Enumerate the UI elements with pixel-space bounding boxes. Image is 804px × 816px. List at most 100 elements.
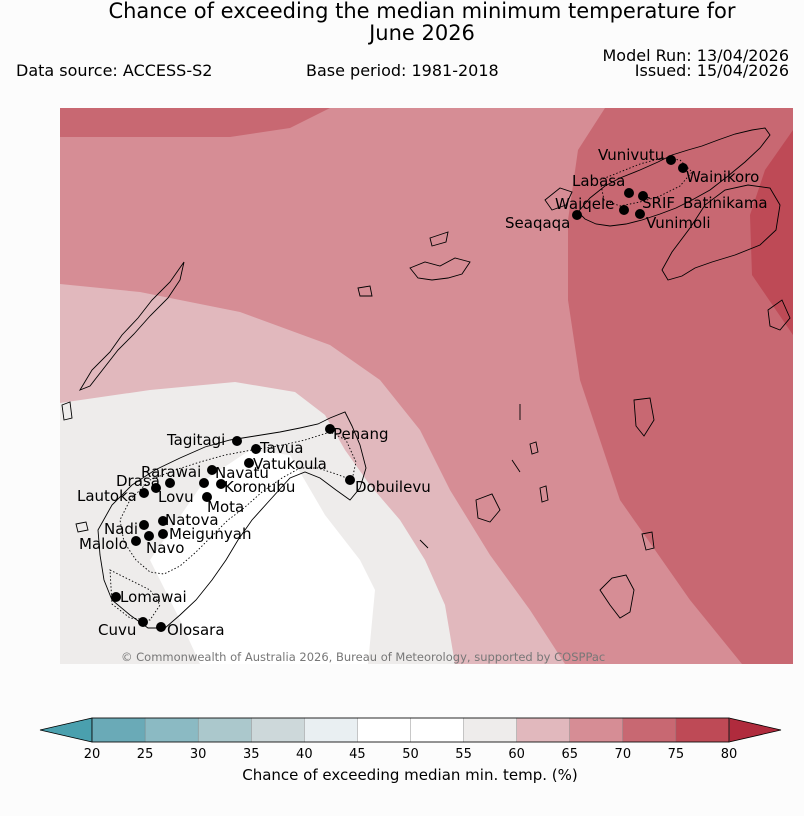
marker-drasa[interactable] bbox=[165, 478, 175, 488]
marker-lomawai[interactable] bbox=[111, 592, 121, 602]
label-navatu: Navatu bbox=[215, 464, 269, 482]
label-meigunyah: Meigunyah bbox=[169, 525, 251, 543]
boundary-viti-levu-southwest bbox=[109, 569, 161, 621]
label-tavua: Tavua bbox=[259, 439, 303, 457]
colorbar-tick-label: 70 bbox=[615, 747, 632, 762]
label-natova: Natova bbox=[165, 511, 219, 529]
colorbar-label: Chance of exceeding median min. temp. (%… bbox=[242, 766, 578, 784]
coastlines bbox=[61, 127, 791, 629]
label-koronubu: Koronubu bbox=[224, 478, 295, 496]
colorbar-tick-label: 65 bbox=[561, 747, 578, 762]
coast-vanua-levu bbox=[577, 127, 771, 227]
marker-tagitagi[interactable] bbox=[232, 436, 242, 446]
coast-islet-mid bbox=[357, 285, 373, 297]
marker-rarawai[interactable] bbox=[207, 465, 217, 475]
label-seaqaqa: Seaqaqa bbox=[505, 214, 570, 232]
label-lovu: Lovu bbox=[158, 488, 194, 506]
contour-70-75-east bbox=[568, 108, 793, 664]
coast-islet-east bbox=[767, 299, 791, 331]
label-vunimoli: Vunimoli bbox=[646, 214, 711, 232]
coast-reef-marks bbox=[419, 404, 521, 549]
label-batinikama: Batinikama bbox=[683, 194, 768, 212]
marker-labasa[interactable] bbox=[624, 188, 634, 198]
data-source: Data source: ACCESS-S2 bbox=[16, 61, 213, 80]
marker-nadi[interactable] bbox=[139, 520, 149, 530]
coast-eastern-island-2 bbox=[475, 493, 501, 523]
label-drasa: Drasa bbox=[116, 472, 160, 490]
coast-southern-island-1 bbox=[599, 574, 635, 619]
colorbar-tick-label: 25 bbox=[137, 747, 154, 762]
issued-date: Issued: 15/04/2026 bbox=[634, 61, 789, 80]
label-wainikoro: Wainikoro bbox=[686, 168, 759, 186]
marker-dobuilevu[interactable] bbox=[345, 475, 355, 485]
provincial-boundaries bbox=[109, 157, 693, 621]
marker-tavua[interactable] bbox=[251, 444, 261, 454]
coast-mid-reef bbox=[409, 257, 471, 281]
marker-malolo[interactable] bbox=[131, 536, 141, 546]
coast-yasawa-chain bbox=[78, 261, 185, 391]
colorbar-frame bbox=[91, 717, 730, 743]
label-tagitagi: Tagitagi bbox=[166, 431, 225, 449]
base-period: Base period: 1981-2018 bbox=[306, 61, 499, 80]
coast-islet-2 bbox=[641, 531, 655, 551]
coast-eastern-island-1 bbox=[633, 397, 655, 437]
colorbar-tick-label: 80 bbox=[721, 747, 738, 762]
marker-penang[interactable] bbox=[325, 424, 335, 434]
marker-lautoka[interactable] bbox=[139, 488, 149, 498]
marker-seaqaqa[interactable] bbox=[572, 210, 582, 220]
colorbar-tick-label: 50 bbox=[402, 747, 419, 762]
colorbar-underflow bbox=[39, 717, 93, 743]
boundary-vanua-levu bbox=[599, 157, 693, 207]
colorbar-tick-label: 55 bbox=[455, 747, 472, 762]
marker-meigunyah[interactable] bbox=[158, 529, 168, 539]
coast-viti-levu bbox=[97, 411, 367, 629]
colorbar-tick-label: 40 bbox=[296, 747, 313, 762]
label-dobuilevu: Dobuilevu bbox=[355, 478, 431, 496]
place-labels: Vunivutu Wainikoro Labasa Waiqele SRIF B… bbox=[77, 146, 768, 639]
marker-vunimoli[interactable] bbox=[635, 209, 645, 219]
marker-olosara[interactable] bbox=[156, 622, 166, 632]
colorbar-segment bbox=[569, 717, 624, 743]
coast-islet-mamanuca bbox=[75, 521, 89, 533]
marker-srif[interactable] bbox=[638, 191, 648, 201]
coast-islet-1 bbox=[539, 485, 549, 503]
colorbar-tick-label: 60 bbox=[508, 747, 525, 762]
label-mota: Mota bbox=[207, 498, 244, 516]
colorbar-tick-label: 20 bbox=[84, 747, 101, 762]
marker-navatu[interactable] bbox=[199, 478, 209, 488]
marker-lovu[interactable] bbox=[151, 483, 161, 493]
marker-vatukoula[interactable] bbox=[244, 458, 254, 468]
colorbar-tick-label: 75 bbox=[668, 747, 685, 762]
label-srif: SRIF bbox=[642, 194, 675, 212]
model-run: Model Run: 13/04/2026 bbox=[602, 46, 790, 65]
coast-islet-north bbox=[544, 187, 573, 211]
label-labasa: Labasa bbox=[572, 172, 625, 190]
label-cuvu: Cuvu bbox=[98, 621, 136, 639]
label-waiqele: Waiqele bbox=[555, 195, 614, 213]
label-penang: Penang bbox=[333, 425, 388, 443]
colorbar-segment bbox=[197, 717, 252, 743]
probability-contours bbox=[60, 108, 793, 664]
label-vunivutu: Vunivutu bbox=[598, 146, 664, 164]
colorbar-overflow bbox=[728, 717, 782, 743]
map-title-line-2: June 2026 bbox=[369, 21, 475, 45]
marker-waiqele[interactable] bbox=[619, 205, 629, 215]
marker-vunivutu[interactable] bbox=[666, 155, 676, 165]
contour-70-75-northwest bbox=[60, 108, 330, 137]
station-markers bbox=[111, 155, 688, 632]
contour-45-55 bbox=[150, 450, 375, 664]
colorbar: 20 25 30 35 40 45 50 55 60 65 70 75 80 bbox=[39, 717, 782, 762]
label-rarawai: Rarawai bbox=[141, 463, 201, 481]
colorbar-segment bbox=[357, 717, 412, 743]
marker-cuvu[interactable] bbox=[138, 617, 148, 627]
colorbar-segment bbox=[675, 717, 730, 743]
coast-islet-3 bbox=[529, 441, 539, 455]
colorbar-segment bbox=[91, 717, 146, 743]
marker-koronubu[interactable] bbox=[216, 479, 226, 489]
marker-wainikoro[interactable] bbox=[678, 163, 688, 173]
marker-navo[interactable] bbox=[144, 531, 154, 541]
marker-natova[interactable] bbox=[158, 516, 168, 526]
marker-mota[interactable] bbox=[202, 492, 212, 502]
copyright-notice: © Commonwealth of Australia 2026, Bureau… bbox=[121, 650, 605, 664]
